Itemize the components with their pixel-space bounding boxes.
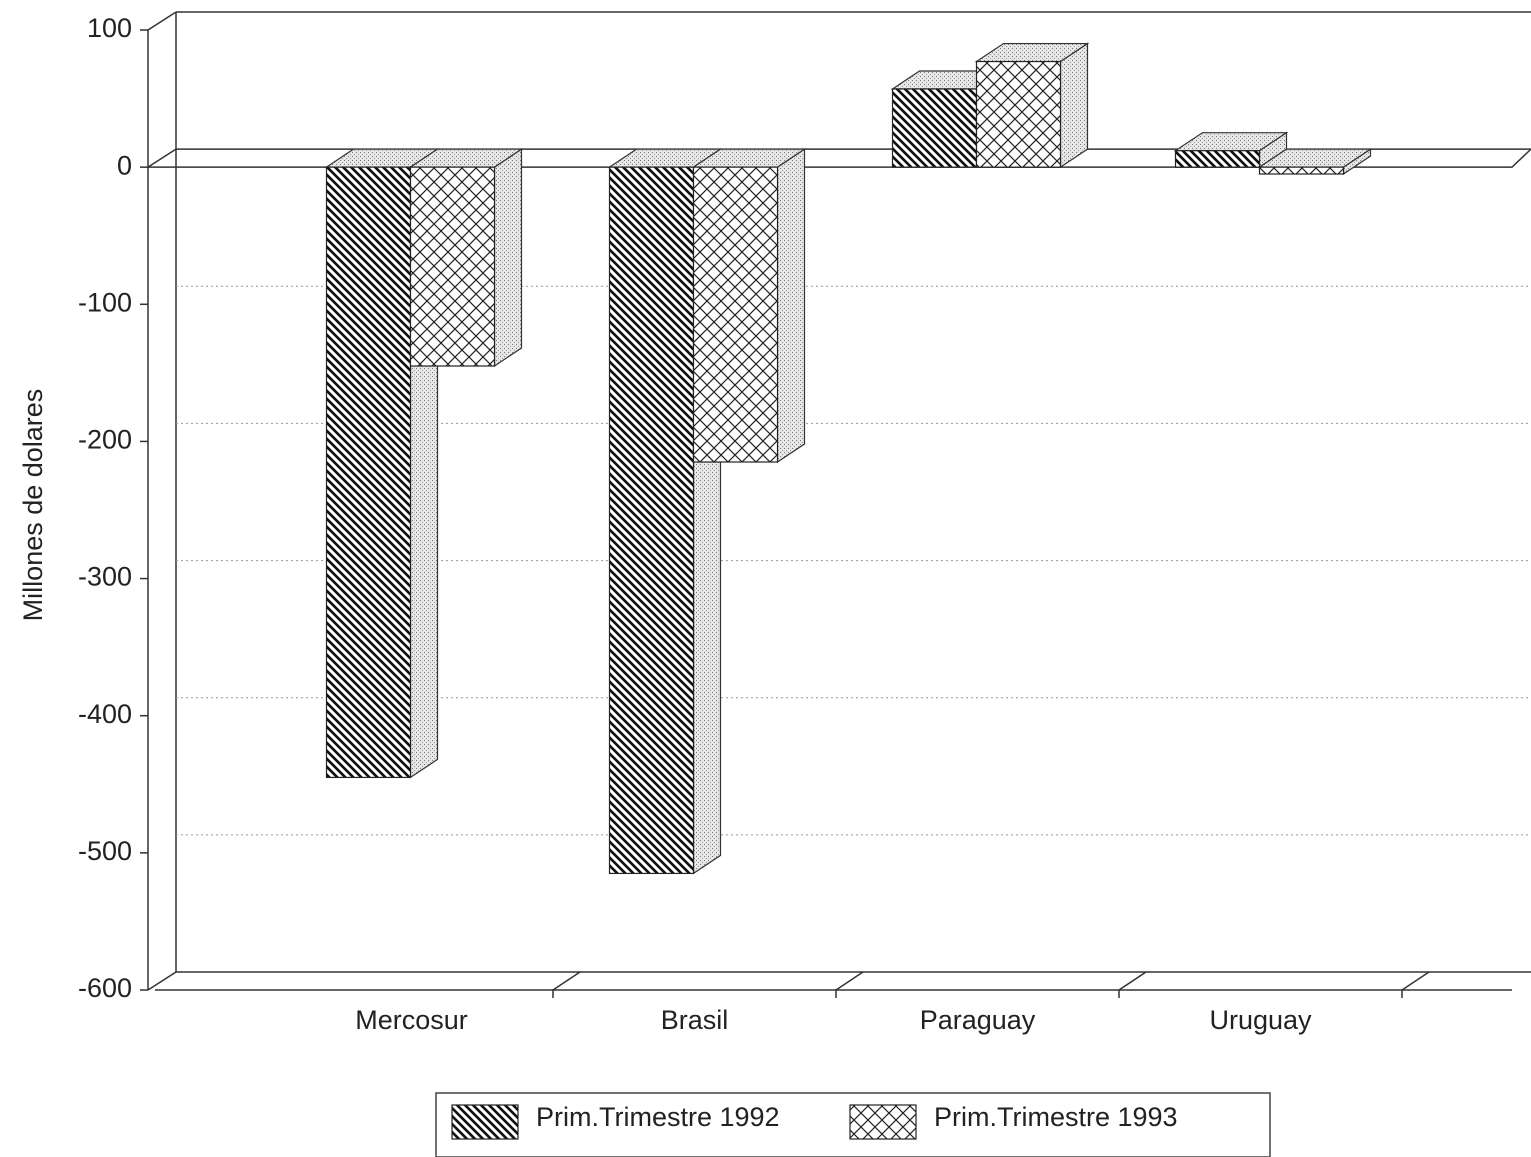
x-tick-label: Brasil [661, 1005, 729, 1035]
y-tick-label: -100 [78, 287, 132, 317]
legend-label: Prim.Trimestre 1992 [536, 1102, 780, 1132]
bar-side [776, 148, 806, 464]
bar [692, 166, 779, 463]
x-tick-label: Uruguay [1209, 1005, 1312, 1035]
y-axis-label: Millones de dolares [18, 389, 48, 622]
y-tick-label: -200 [78, 425, 132, 455]
floor-divider [1118, 971, 1147, 991]
frame [147, 11, 1531, 991]
bar [608, 166, 695, 875]
bar [409, 166, 496, 367]
y-tick-label: 100 [87, 13, 132, 43]
x-tick-label: Paraguay [920, 1005, 1036, 1035]
legend-label: Prim.Trimestre 1993 [934, 1102, 1178, 1132]
y-tick-label: -400 [78, 699, 132, 729]
y-tick-label: -300 [78, 562, 132, 592]
legend-swatch [849, 1104, 917, 1140]
bar [975, 60, 1062, 168]
x-tick-label: Mercosur [355, 1005, 468, 1035]
bar-side [493, 148, 523, 368]
floor-divider [1401, 971, 1430, 991]
y-tick-label: 0 [117, 150, 132, 180]
y-tick-label: -500 [78, 836, 132, 866]
bar [1258, 166, 1345, 175]
bar [325, 166, 412, 779]
floor-divider [835, 971, 864, 991]
bar-side [1059, 42, 1089, 169]
bar [891, 88, 978, 168]
y-tick-label: -600 [78, 973, 132, 1003]
bar [1174, 150, 1261, 168]
floor-divider [552, 971, 581, 991]
legend-swatch [451, 1104, 519, 1140]
